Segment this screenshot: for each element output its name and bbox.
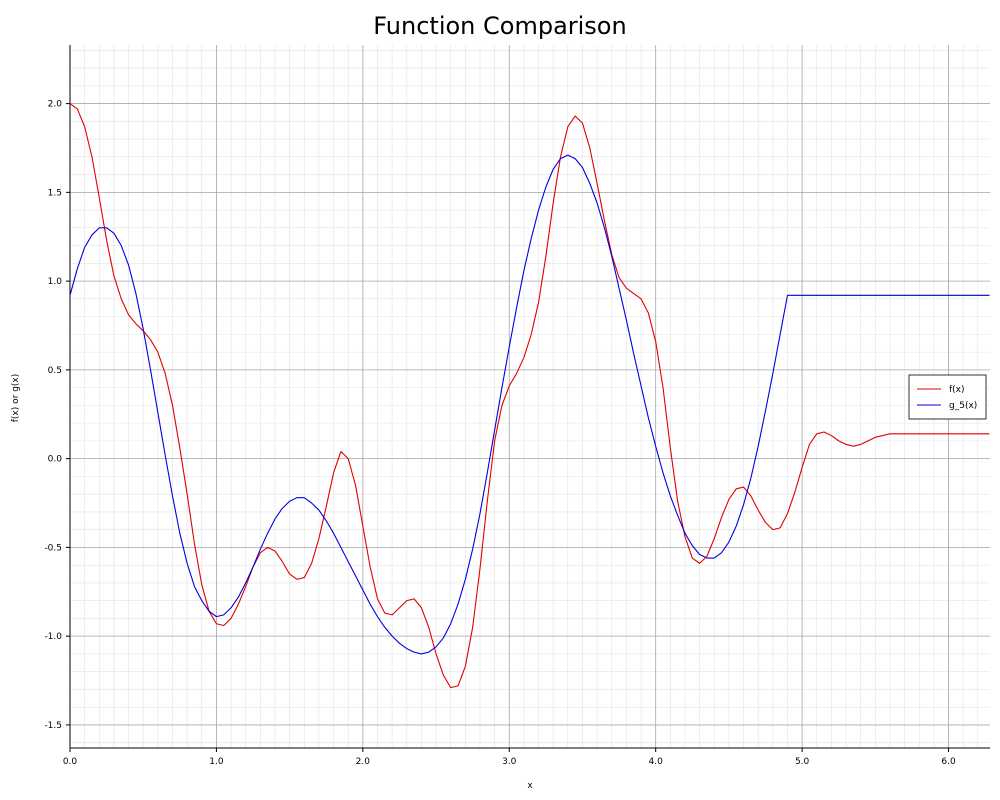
x-tick-label: 6.0 — [941, 757, 956, 767]
chart-title: Function Comparison — [373, 12, 626, 40]
y-tick-label: 0.0 — [48, 455, 63, 465]
y-tick-label: 2.0 — [48, 100, 63, 110]
legend-label: g_5(x) — [949, 401, 977, 411]
y-tick-label: -1.5 — [44, 721, 62, 731]
x-tick-label: 5.0 — [795, 757, 810, 767]
tick-labels: 0.0 1.0 2.0 3.0 4.0 5.0 6.0 -1.5 -1.0 -0.5 0.0 0.5 1… — [44, 100, 956, 767]
x-axis-label: x — [527, 781, 533, 791]
y-tick-label: 1.0 — [48, 277, 63, 287]
grid — [69, 45, 990, 748]
x-tick-label: 4.0 — [649, 757, 664, 767]
plot-series — [69, 103, 990, 689]
y-tick-label: 0.5 — [48, 366, 62, 376]
y-tick-label: 1.5 — [48, 188, 62, 198]
y-tick-label: -0.5 — [44, 543, 62, 553]
x-tick-label: 2.0 — [356, 757, 371, 767]
x-tick-label: 0.0 — [63, 757, 78, 767]
series-line-f — [69, 103, 990, 689]
legend-label: f(x) — [949, 385, 965, 395]
x-tick-label: 3.0 — [502, 757, 517, 767]
y-tick-label: -1.0 — [44, 632, 62, 642]
legend: f(x) g_5(x) — [908, 374, 987, 420]
legend-box — [908, 374, 987, 420]
series-line-g5 — [69, 154, 990, 655]
y-axis-label: f(x) or g(x) — [11, 374, 21, 423]
x-tick-label: 1.0 — [209, 757, 224, 767]
axes — [66, 45, 990, 752]
